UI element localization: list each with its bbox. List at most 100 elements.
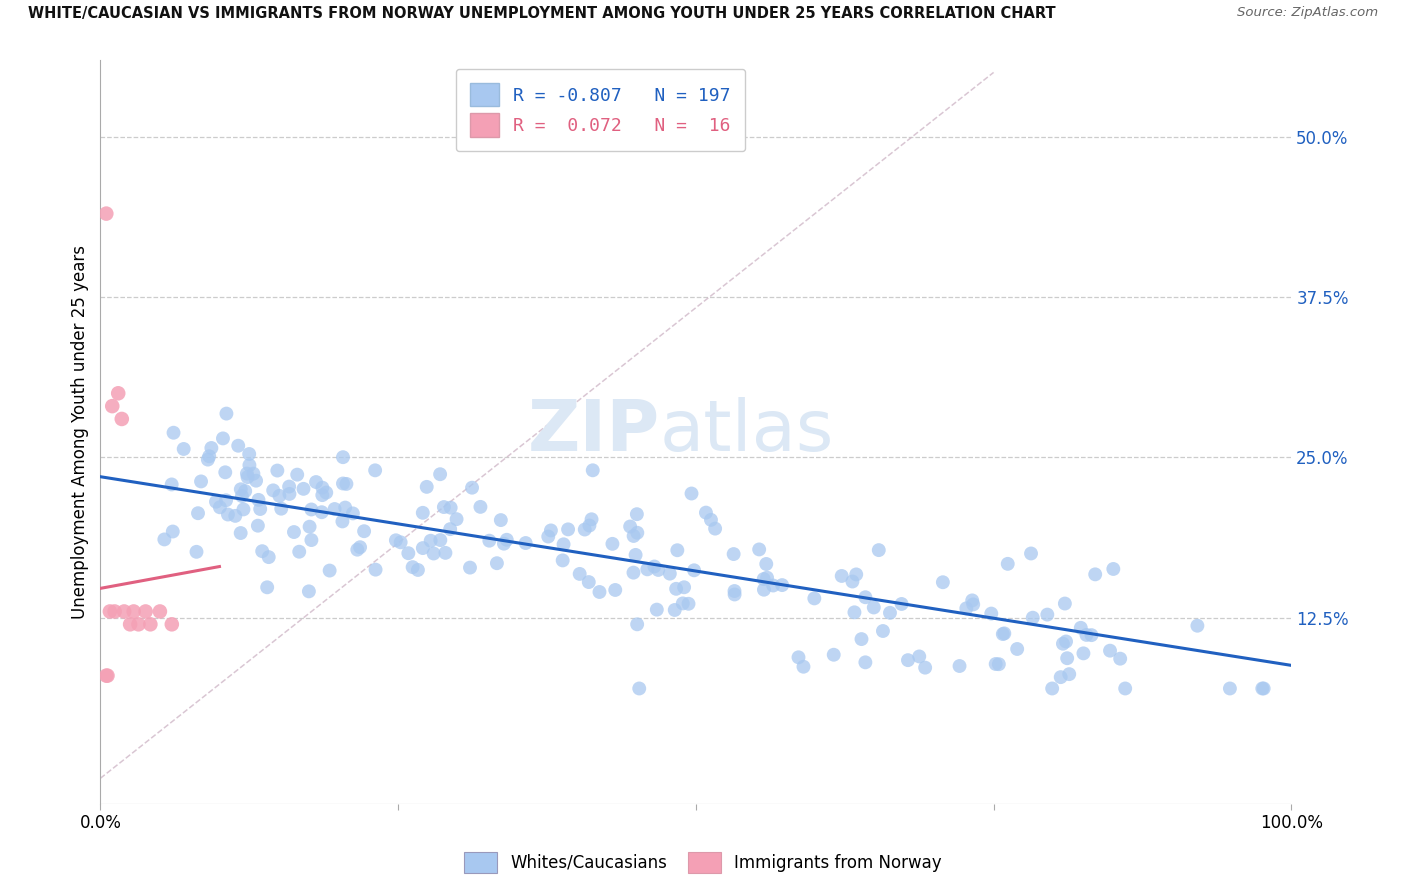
Point: [1187, 618, 1209, 632]
Point: [288, 545, 311, 559]
Point: [433, 500, 456, 514]
Point: [553, 537, 575, 551]
Point: [270, 501, 292, 516]
Point: [396, 546, 419, 560]
Point: [205, 494, 228, 508]
Point: [980, 607, 1002, 621]
Point: [278, 487, 301, 501]
Point: [678, 597, 700, 611]
Point: [578, 518, 600, 533]
Point: [323, 502, 346, 516]
Point: [242, 467, 264, 481]
Y-axis label: Unemployment Among Youth under 25 years: Unemployment Among Youth under 25 years: [72, 244, 89, 619]
Point: [1084, 567, 1107, 582]
Point: [236, 470, 259, 484]
Point: [298, 584, 321, 599]
Point: [557, 522, 579, 536]
Point: [160, 617, 183, 632]
Point: [285, 467, 308, 482]
Point: [993, 626, 1015, 640]
Point: [987, 657, 1010, 672]
Point: [681, 486, 703, 500]
Point: [1070, 621, 1092, 635]
Point: [1053, 597, 1076, 611]
Point: [723, 547, 745, 561]
Point: [872, 624, 894, 638]
Point: [672, 596, 695, 610]
Point: [1052, 637, 1074, 651]
Point: [406, 563, 429, 577]
Point: [232, 502, 254, 516]
Point: [292, 482, 315, 496]
Point: [755, 557, 778, 571]
Point: [429, 467, 451, 482]
Point: [991, 627, 1014, 641]
Point: [335, 476, 357, 491]
Point: [1219, 681, 1241, 696]
Point: [628, 681, 651, 696]
Point: [515, 536, 537, 550]
Point: [643, 559, 665, 574]
Point: [229, 526, 252, 541]
Point: [226, 439, 249, 453]
Point: [581, 512, 603, 526]
Point: [364, 563, 387, 577]
Point: [162, 524, 184, 539]
Point: [673, 580, 696, 594]
Point: [626, 617, 648, 632]
Point: [695, 506, 717, 520]
Point: [756, 571, 779, 585]
Point: [626, 525, 648, 540]
Point: [104, 605, 127, 619]
Point: [422, 547, 444, 561]
Point: [249, 502, 271, 516]
Point: [238, 447, 260, 461]
Point: [1005, 642, 1028, 657]
Point: [492, 536, 515, 550]
Point: [853, 591, 876, 605]
Point: [485, 556, 508, 570]
Point: [624, 548, 647, 562]
Point: [187, 506, 209, 520]
Point: [107, 386, 129, 401]
Point: [948, 659, 970, 673]
Point: [311, 488, 333, 502]
Point: [1022, 610, 1045, 624]
Point: [666, 543, 689, 558]
Point: [278, 479, 301, 493]
Point: [700, 513, 723, 527]
Point: [853, 656, 876, 670]
Point: [551, 553, 574, 567]
Point: [1057, 667, 1080, 681]
Point: [879, 606, 901, 620]
Point: [233, 484, 256, 499]
Point: [335, 500, 357, 515]
Point: [299, 502, 322, 516]
Point: [429, 533, 451, 547]
Point: [247, 492, 270, 507]
Point: [214, 465, 236, 479]
Point: [283, 524, 305, 539]
Point: [332, 450, 354, 465]
Point: [831, 569, 853, 583]
Point: [588, 585, 610, 599]
Point: [364, 463, 387, 477]
Point: [626, 507, 648, 521]
Point: [401, 560, 423, 574]
Point: [636, 562, 658, 576]
Point: [246, 518, 269, 533]
Point: [623, 529, 645, 543]
Point: [605, 582, 627, 597]
Point: [890, 597, 912, 611]
Point: [792, 659, 814, 673]
Point: [217, 508, 239, 522]
Text: WHITE/CAUCASIAN VS IMMIGRANTS FROM NORWAY UNEMPLOYMENT AMONG YOUTH UNDER 25 YEAR: WHITE/CAUCASIAN VS IMMIGRANTS FROM NORWA…: [28, 6, 1056, 21]
Point: [845, 567, 868, 582]
Point: [112, 605, 135, 619]
Point: [470, 500, 492, 514]
Point: [647, 563, 669, 577]
Point: [478, 533, 501, 548]
Point: [1054, 634, 1077, 648]
Point: [266, 464, 288, 478]
Point: [762, 578, 785, 592]
